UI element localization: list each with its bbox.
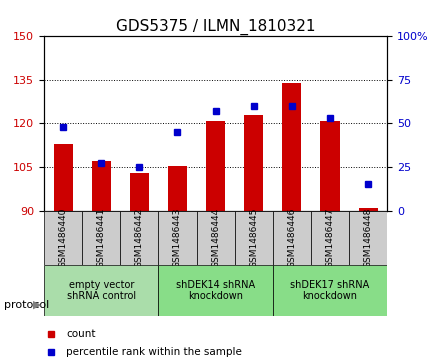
Text: GSM1486441: GSM1486441 — [97, 208, 106, 268]
Text: empty vector
shRNA control: empty vector shRNA control — [66, 280, 136, 301]
Text: GSM1486446: GSM1486446 — [287, 208, 297, 268]
Text: GSM1486440: GSM1486440 — [59, 208, 68, 268]
Text: shDEK17 shRNA
knockdown: shDEK17 shRNA knockdown — [290, 280, 370, 301]
Text: protocol: protocol — [4, 300, 50, 310]
FancyBboxPatch shape — [158, 211, 197, 265]
FancyBboxPatch shape — [273, 265, 387, 316]
FancyBboxPatch shape — [44, 265, 158, 316]
FancyBboxPatch shape — [349, 211, 387, 265]
Bar — [130, 173, 149, 211]
Bar — [54, 144, 73, 211]
Text: ▶: ▶ — [33, 300, 41, 310]
Text: GSM1486445: GSM1486445 — [249, 208, 258, 268]
Title: GDS5375 / ILMN_1810321: GDS5375 / ILMN_1810321 — [116, 19, 315, 35]
FancyBboxPatch shape — [197, 211, 235, 265]
Bar — [168, 166, 187, 211]
Text: GSM1486444: GSM1486444 — [211, 208, 220, 268]
Text: GSM1486443: GSM1486443 — [173, 208, 182, 268]
Text: percentile rank within the sample: percentile rank within the sample — [66, 347, 242, 357]
FancyBboxPatch shape — [273, 211, 311, 265]
Bar — [92, 161, 111, 211]
FancyBboxPatch shape — [44, 211, 82, 265]
Bar — [244, 115, 263, 211]
FancyBboxPatch shape — [82, 211, 120, 265]
FancyBboxPatch shape — [235, 211, 273, 265]
FancyBboxPatch shape — [120, 211, 158, 265]
Text: GSM1486442: GSM1486442 — [135, 208, 144, 268]
Bar — [320, 121, 340, 211]
Bar — [206, 121, 225, 211]
Bar — [282, 83, 301, 211]
Text: GSM1486448: GSM1486448 — [363, 208, 373, 268]
Text: shDEK14 shRNA
knockdown: shDEK14 shRNA knockdown — [176, 280, 255, 301]
Text: count: count — [66, 329, 96, 339]
Text: GSM1486447: GSM1486447 — [326, 208, 334, 268]
FancyBboxPatch shape — [158, 265, 273, 316]
FancyBboxPatch shape — [311, 211, 349, 265]
Bar — [359, 208, 378, 211]
